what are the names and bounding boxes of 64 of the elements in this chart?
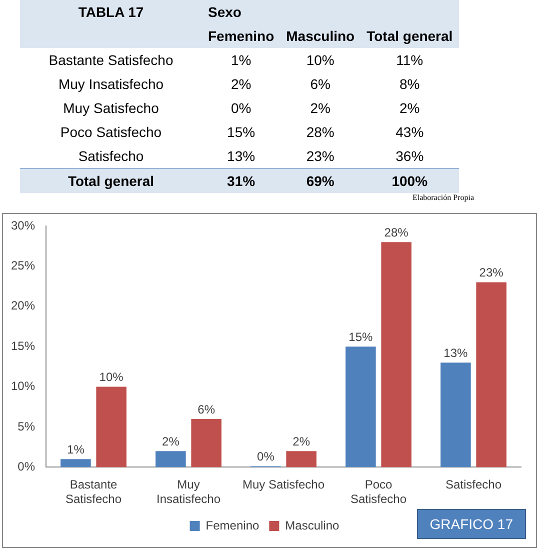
data-label: 2% [292, 434, 310, 448]
data-label: 43% [394, 123, 425, 142]
data-label: 10% [305, 51, 336, 70]
category-label: Satisfecho [77, 147, 145, 166]
data-label: 36% [394, 147, 425, 166]
legend-title: Sexo [202, 0, 280, 24]
text: Elaboración Propia [412, 193, 474, 202]
bar [191, 418, 222, 468]
y-tick-label: 15% [10, 338, 36, 353]
bar [440, 362, 471, 468]
bar [381, 242, 412, 468]
category-label: Muy Satisfecho [62, 99, 160, 118]
text: Total general [360, 24, 459, 48]
data-label: 13% [444, 346, 468, 360]
data-label: 1% [67, 442, 85, 456]
bar [286, 451, 316, 468]
data-label: 8% [398, 75, 421, 94]
data-label: 6% [198, 402, 216, 416]
x-tick-label: Poco Satisfecho [350, 478, 407, 506]
data-label: 13% [226, 147, 256, 166]
data-label: 2% [162, 434, 180, 448]
x-tick-label: Bastante Satisfecho [65, 478, 122, 506]
data-label: 2% [309, 99, 332, 118]
data-label: 28% [384, 225, 409, 240]
data-label: 100% [360, 168, 459, 193]
y-tick-label: 20% [10, 298, 36, 313]
x-tick-label: Satisfecho [445, 478, 502, 492]
bar [96, 386, 126, 468]
text: Masculino [280, 24, 361, 48]
bar [476, 282, 506, 468]
x-tick-label: Muy Insatisfecho [156, 478, 221, 506]
data-label: 69% [280, 168, 361, 193]
data-label: 15% [226, 123, 256, 142]
y-tick-label: 30% [10, 218, 36, 232]
data-label: 1% [230, 51, 252, 70]
data-label: 28% [305, 123, 336, 142]
data-label: 23% [305, 147, 336, 166]
legend-label: Masculino [285, 518, 340, 532]
data-label: 10% [99, 370, 124, 384]
legend-label: Femenino [206, 518, 260, 532]
data-label: 2% [230, 75, 252, 94]
data-label: 11% [395, 51, 424, 70]
data-label: 15% [348, 330, 374, 344]
bar [60, 459, 91, 468]
data-label: 0% [230, 99, 252, 118]
category-label: Poco Satisfecho [59, 123, 163, 142]
text: TABLA 17 [20, 0, 202, 24]
data-label: 23% [479, 266, 504, 280]
y-tick-label: 0% [18, 460, 36, 474]
data-label: 2% [398, 99, 421, 118]
bar [156, 451, 186, 468]
x-tick-label: Muy Satisfecho [242, 478, 325, 492]
category-label: Bastante Satisfecho [48, 51, 174, 70]
y-tick-label: 5% [18, 419, 36, 434]
y-tick-label: 10% [10, 379, 36, 394]
text: Femenino [202, 24, 280, 48]
category-label: Muy Insatisfecho [57, 75, 165, 94]
bar [346, 346, 376, 468]
category-label: Total general [20, 168, 202, 193]
y-tick-label: 25% [10, 258, 36, 273]
data-label: 0% [257, 450, 275, 464]
data-label: 6% [309, 75, 332, 94]
data-label: 31% [202, 168, 280, 193]
text: GRAFICO 17 [416, 509, 526, 539]
